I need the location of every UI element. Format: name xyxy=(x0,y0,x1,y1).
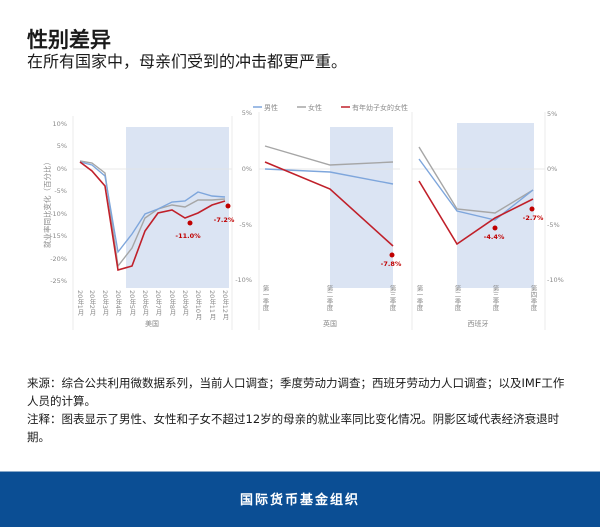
uk-ytick: 5% xyxy=(242,109,252,117)
es-label-q3: -4.4% xyxy=(484,233,505,241)
us-men-line xyxy=(79,161,226,254)
us-ytick: -15% xyxy=(50,232,67,240)
legend-mothers: 有年幼子女的女性 xyxy=(352,103,408,112)
explanatory-note: 注释：图表显示了男性、女性和子女不超过12岁的母亲的就业率同比变化情况。阴影区域… xyxy=(27,412,560,444)
us-xtick: 20年8月 xyxy=(168,290,176,317)
us-xtick: 20年1月 xyxy=(76,290,84,317)
us-xtick: 20年12月 xyxy=(221,290,229,321)
footer-bar: 国际货币基金组织 xyxy=(0,471,600,527)
us-mothers-line xyxy=(79,161,226,272)
uk-xtick: 第三季度 xyxy=(388,284,396,313)
uk-ytick: -5% xyxy=(239,221,252,229)
es-xtick: 第三季度 xyxy=(491,284,499,313)
es-ytick: 5% xyxy=(547,110,557,118)
footer-org-name: 国际货币基金组织 xyxy=(239,493,360,508)
us-ytick: 0% xyxy=(57,165,67,173)
us-xtick: 20年11月 xyxy=(208,290,216,321)
us-ytick: -20% xyxy=(50,255,67,263)
uk-country-label: 英国 xyxy=(323,319,337,328)
us-marker-dec xyxy=(225,203,231,209)
us-xtick: 20年2月 xyxy=(88,290,96,317)
es-ytick: -5% xyxy=(547,221,560,229)
es-recession-shading xyxy=(457,123,534,288)
us-recession-shading xyxy=(126,127,229,288)
es-ytick: -10% xyxy=(547,276,564,284)
legend-men: 男性 xyxy=(264,103,278,112)
es-xtick: 第一季度 xyxy=(415,284,423,313)
us-xtick: 20年5月 xyxy=(128,290,136,317)
us-xtick: 20年10月 xyxy=(194,290,202,321)
uk-xtick: 第一季度 xyxy=(261,284,269,313)
us-panel: 10% 5% 0% -5% -10% -15% -20% -25% 就业率同比变… xyxy=(42,116,235,330)
es-country-label: 西班牙 xyxy=(468,319,489,328)
us-ytick: 10% xyxy=(53,120,67,128)
us-ytick: -10% xyxy=(50,210,67,218)
us-xtick: 20年3月 xyxy=(101,290,109,317)
uk-women-line xyxy=(264,145,394,166)
es-panel: 5% 0% -5% -10% 第一季度 第二季度 第三季度 第四季度 西班牙 -… xyxy=(412,110,564,330)
chart-area: 10% 5% 0% -5% -10% -15% -20% -25% 就业率同比变… xyxy=(42,103,564,330)
es-women-line xyxy=(418,146,534,214)
uk-mothers-line xyxy=(264,161,394,247)
us-ytick: -5% xyxy=(54,187,67,195)
us-women-line xyxy=(79,160,226,268)
es-men-line xyxy=(418,158,534,221)
us-marker-sep xyxy=(187,220,193,226)
uk-ytick: -10% xyxy=(235,276,252,284)
us-label-sep: -11.0% xyxy=(175,232,201,240)
es-mothers-line xyxy=(418,180,534,246)
us-label-dec: -7.2% xyxy=(214,216,235,224)
us-country-label: 美国 xyxy=(145,319,159,328)
us-xtick: 20年9月 xyxy=(181,290,189,317)
es-marker-q3 xyxy=(492,225,498,231)
us-ytick: 5% xyxy=(57,142,67,150)
us-y-axis-label: 就业率同比变化（百分比） xyxy=(42,158,52,248)
legend-women: 女性 xyxy=(308,103,322,112)
es-xtick: 第四季度 xyxy=(529,284,537,313)
uk-marker-q3 xyxy=(389,252,395,258)
notes-section: 来源：综合公共利用微数据系列，当前人口调查；季度劳动力调查；西班牙劳动力人口调查… xyxy=(27,374,575,446)
us-xtick: 20年4月 xyxy=(114,290,122,317)
uk-men-line xyxy=(264,168,394,185)
page-title: 性别差异 xyxy=(27,28,111,52)
us-ytick: -25% xyxy=(50,277,67,285)
es-xtick: 第二季度 xyxy=(453,284,461,313)
es-label-q4: -2.7% xyxy=(523,214,544,222)
uk-label-q3: -7.8% xyxy=(381,260,402,268)
us-xtick: 20年6月 xyxy=(141,290,149,317)
uk-recession-shading xyxy=(330,127,393,288)
uk-xtick: 第二季度 xyxy=(325,284,333,313)
es-ytick: 0% xyxy=(547,165,557,173)
es-marker-q4 xyxy=(529,206,535,212)
uk-ytick: 0% xyxy=(242,165,252,173)
us-xtick: 20年7月 xyxy=(154,290,162,317)
page-subtitle: 在所有国家中，母亲们受到的冲击都更严重。 xyxy=(27,52,348,71)
legend: 男性 女性 有年幼子女的女性 xyxy=(253,103,408,112)
source-note: 来源：综合公共利用微数据系列，当前人口调查；季度劳动力调查；西班牙劳动力人口调查… xyxy=(27,376,565,408)
uk-panel: 5% 0% -5% -10% 第一季度 第二季度 第三季度 英国 -7.8% xyxy=(235,109,413,330)
